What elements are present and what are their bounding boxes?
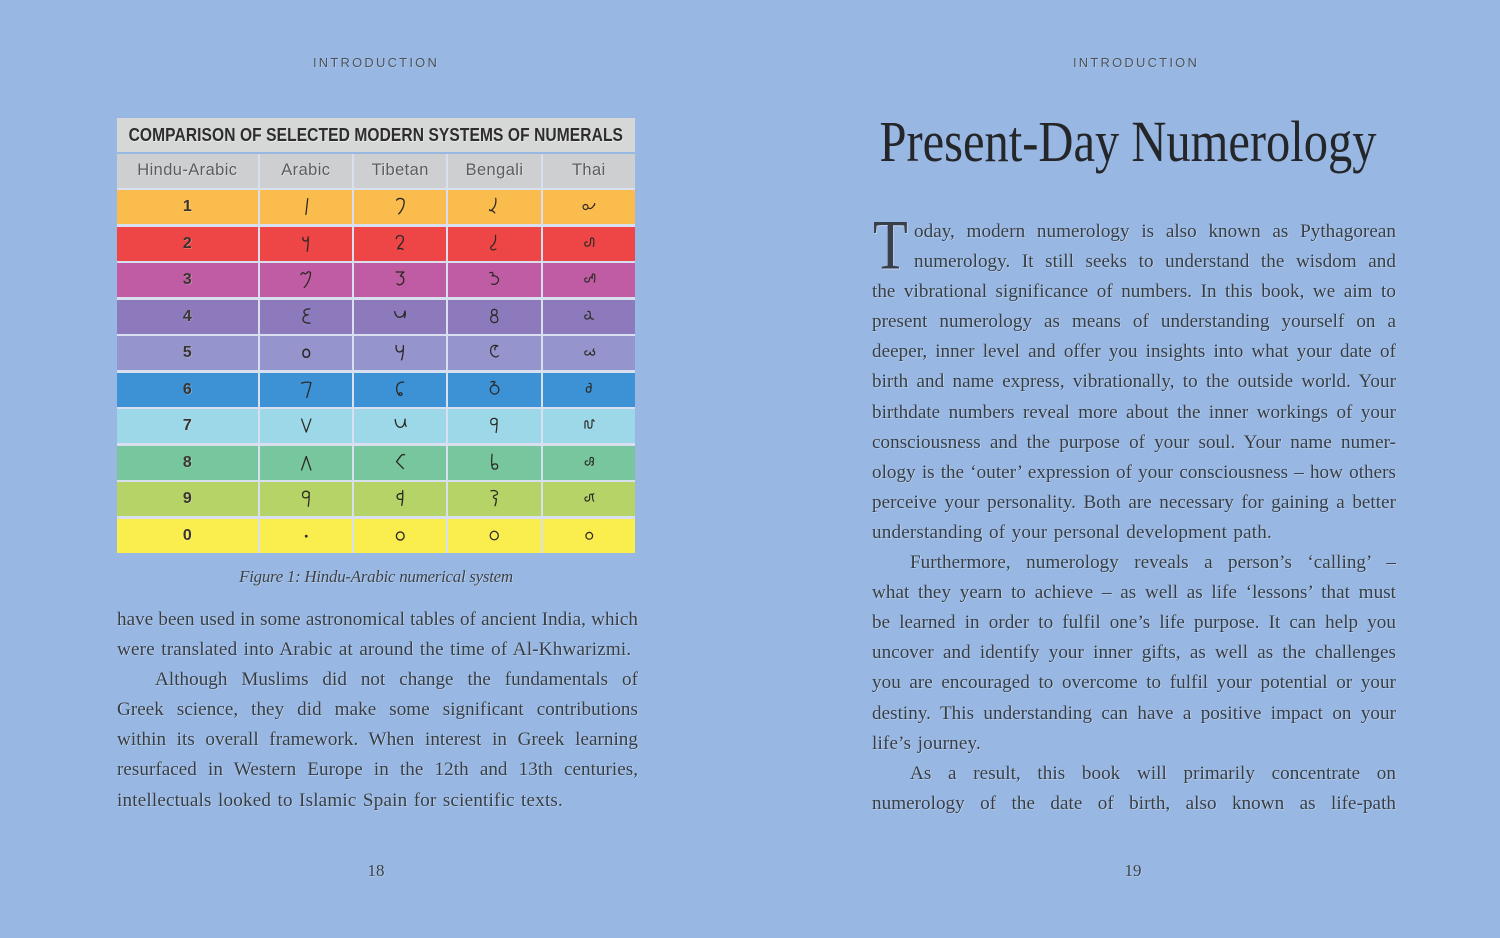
svg-text:Present-Day Numerology: Present-Day Numerology xyxy=(880,109,1378,174)
